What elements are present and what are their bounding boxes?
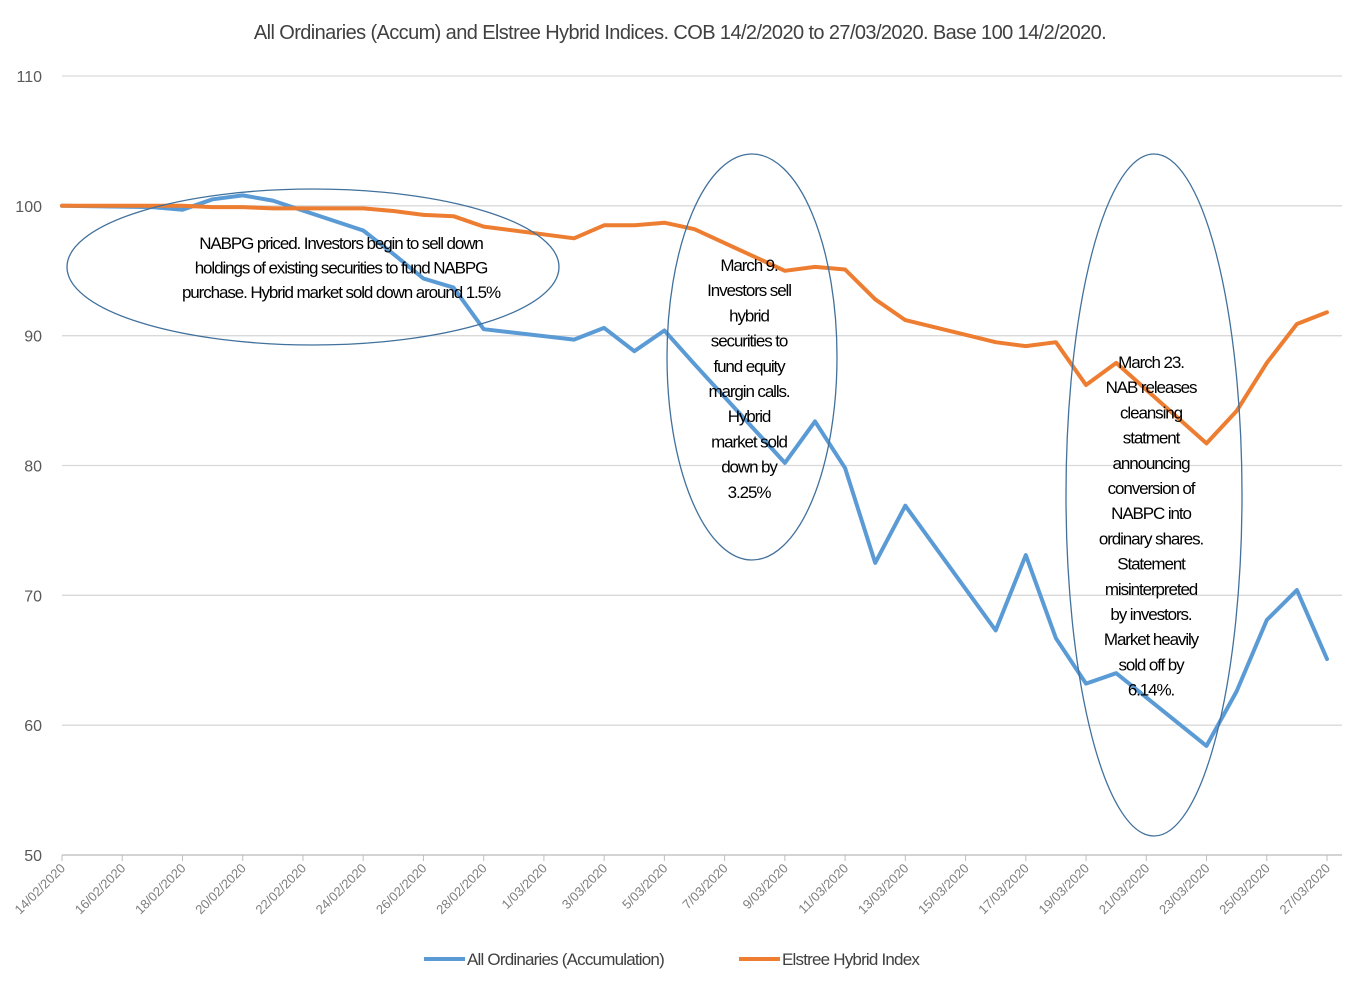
- annotation-ellipse: [66, 188, 560, 346]
- x-tick-label: 5/03/2020: [619, 861, 671, 913]
- gridlines: [62, 75, 1342, 856]
- annotation-text: hybrid: [729, 306, 769, 325]
- annotation-text: announcing: [1113, 454, 1191, 473]
- legend-label: All Ordinaries (Accumulation): [467, 950, 664, 969]
- elstree-hybrid-line: [60, 203, 1329, 446]
- annotation-text: sold off by: [1118, 655, 1185, 674]
- annotation-text: purchase. Hybrid market sold down around…: [182, 283, 501, 302]
- x-tick-label: 24/02/2020: [313, 861, 370, 918]
- annotation-text: misinterpreted: [1105, 580, 1198, 599]
- y-tick-label: 70: [24, 588, 42, 605]
- annotation-text: Hybrid: [728, 407, 771, 426]
- x-tick-label: 26/02/2020: [373, 861, 430, 918]
- annotation-text: conversion of: [1108, 479, 1196, 498]
- annotation-text: Investors sell: [707, 281, 791, 300]
- x-tick-label: 21/03/2020: [1096, 861, 1153, 918]
- x-tick-label: 16/02/2020: [72, 861, 129, 918]
- annotation-text: market sold: [711, 432, 787, 451]
- annotation-text: fund equity: [713, 357, 786, 376]
- x-tick-label: 20/02/2020: [192, 861, 249, 918]
- chart-title: All Ordinaries (Accum) and Elstree Hybri…: [254, 22, 1106, 44]
- x-tick-label: 15/03/2020: [915, 861, 972, 918]
- y-tick-label: 50: [24, 848, 42, 865]
- annotation-text: March 9.: [720, 256, 778, 275]
- y-tick-label: 90: [24, 329, 42, 346]
- x-tick-label: 17/03/2020: [975, 861, 1032, 918]
- x-tick-label: 25/03/2020: [1216, 861, 1273, 918]
- annotation-ellipse: [666, 153, 838, 561]
- x-tick-label: 1/03/2020: [499, 861, 551, 913]
- y-tick-label: 110: [16, 69, 42, 86]
- x-tick-label: 11/03/2020: [795, 861, 851, 917]
- x-tick-label: 7/03/2020: [679, 861, 731, 913]
- annotation-text: Market heavily: [1104, 630, 1200, 649]
- annotation-text: March 23.: [1118, 353, 1184, 372]
- annotation-text: by investors.: [1110, 605, 1192, 624]
- x-tick-label: 3/03/2020: [559, 861, 611, 913]
- x-tick-label: 13/03/2020: [855, 861, 912, 918]
- annotation-text: Statement: [1117, 555, 1186, 574]
- x-tick-label: 18/02/2020: [132, 861, 189, 918]
- x-tick-label: 23/03/2020: [1156, 861, 1213, 918]
- x-tick-label: 27/03/2020: [1276, 861, 1333, 918]
- annotation-text: NAB releases: [1106, 378, 1197, 397]
- y-tick-label: 60: [24, 718, 42, 735]
- x-axis-ticks: 14/02/2020 16/02/2020 18/02/2020 20/02/2020…: [11, 855, 1333, 917]
- series-lines: [60, 193, 1329, 748]
- annotation-text: margin calls.: [708, 382, 789, 401]
- annotation-text: ordinary shares.: [1099, 529, 1204, 548]
- x-tick-label: 28/02/2020: [433, 861, 490, 918]
- all-ordinaries-line: [60, 193, 1329, 748]
- annotation-text: statment: [1123, 429, 1181, 448]
- annotation-ellipse: [1065, 153, 1243, 837]
- annotation-text: holdings of existing securities to fund …: [195, 259, 488, 278]
- annotation-text: securities to: [711, 332, 788, 351]
- legend: All Ordinaries (Accumulation) Elstree Hyb…: [424, 950, 921, 969]
- x-tick-label: 14/02/2020: [11, 861, 68, 918]
- annotation-text: 6.14%.: [1128, 681, 1175, 700]
- y-tick-label: 100: [15, 199, 42, 216]
- y-axis-ticks: 50 60 70 80 90 100 110: [15, 69, 42, 865]
- legend-label: Elstree Hybrid Index: [782, 950, 920, 969]
- annotations: NABPG priced. Investors begin to sell do…: [66, 153, 1243, 837]
- x-tick-label: 19/03/2020: [1036, 861, 1093, 918]
- x-tick-label: 22/02/2020: [252, 861, 309, 918]
- annotation-text: NABPG priced. Investors begin to sell do…: [199, 234, 483, 253]
- annotation-text: cleansing: [1120, 403, 1183, 422]
- annotation-text: NABPC into: [1111, 504, 1191, 523]
- x-tick-label: 9/03/2020: [739, 861, 791, 913]
- y-tick-label: 80: [24, 459, 42, 476]
- annotation-text: down by: [721, 458, 778, 477]
- annotation-text: 3.25%: [728, 483, 772, 502]
